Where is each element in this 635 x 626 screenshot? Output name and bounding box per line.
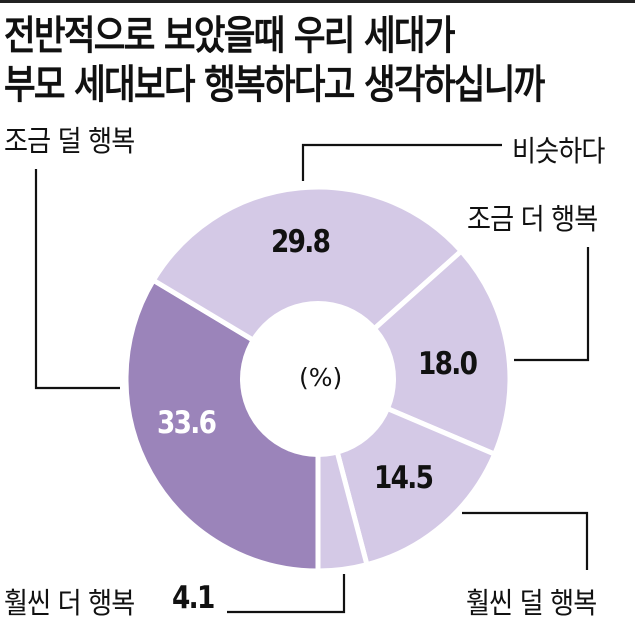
leader-line-similar: [301, 143, 502, 181]
category-label-similar: 비슷하다: [512, 134, 605, 168]
donut-slice: [150, 184, 464, 382]
leader-line-more-much: [227, 574, 346, 614]
category-label-less-somewhat: 조금 덜 행복: [4, 124, 135, 158]
top-rule: [0, 0, 635, 3]
chart-title: 전반적으로 보았을때 우리 세대가 부모 세대보다 행복하다고 생각하십니까: [4, 12, 550, 110]
title-line-2: 부모 세대보다 행복하다고 생각하십니까: [4, 62, 545, 108]
leader-line-less-somewhat: [34, 169, 120, 390]
unit-label: (%): [299, 363, 343, 392]
value-label-more-somewhat: 18.0: [418, 346, 478, 382]
value-label-less-somewhat: 33.6: [157, 405, 217, 441]
donut-slice: [315, 248, 513, 457]
donut-hole: [240, 301, 396, 457]
title-line-1: 전반적으로 보았을때 우리 세대가: [4, 13, 455, 59]
leader-line-less-much: [462, 511, 589, 570]
category-label-more-much: 훨씬 더 행복: [4, 586, 135, 620]
value-label-similar: 29.8: [271, 224, 331, 260]
category-label-more-somewhat: 조금 더 행복: [467, 202, 598, 236]
category-label-less-much: 훨씬 덜 행복: [466, 586, 597, 620]
leader-line-more-somewhat: [514, 247, 590, 362]
leader-lines: [34, 143, 590, 614]
value-label-more-much: 4.1: [172, 580, 215, 616]
value-label-less-much: 14.5: [374, 460, 434, 496]
